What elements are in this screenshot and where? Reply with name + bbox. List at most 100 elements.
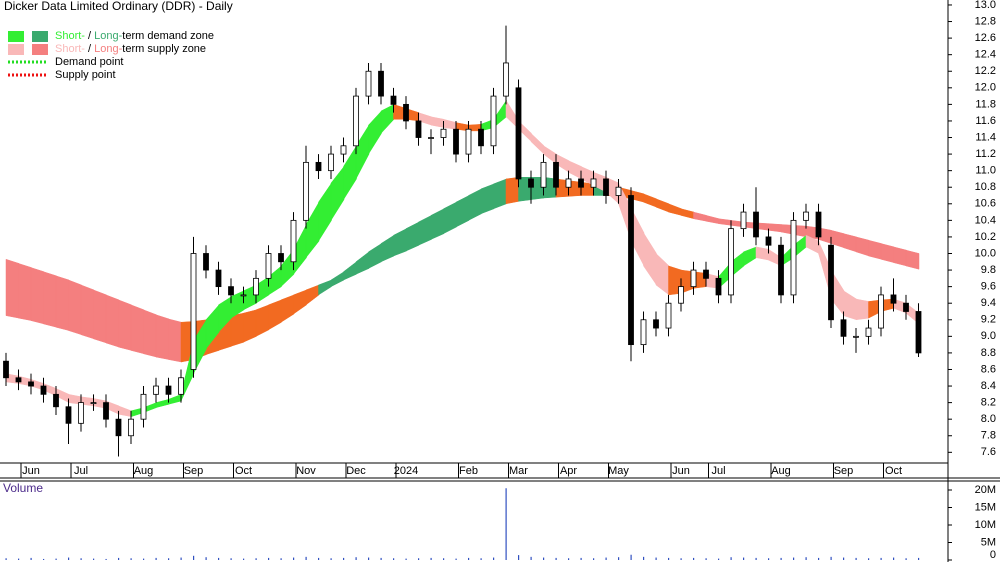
legend-label: Demand point [55,56,124,68]
zone-segment [305,201,320,259]
x-tick-label: Jul [711,465,725,477]
legend-text: Long- [94,43,122,55]
zone-segment [5,258,20,319]
volume-bar [243,558,245,560]
volume-bar [80,558,82,560]
volume-bar [393,558,395,560]
volume-bar [68,557,70,560]
candle-body [290,219,297,263]
candle-body [53,393,59,408]
candle-body [665,302,672,329]
volume-bar [355,557,357,560]
zone-segment [143,309,157,358]
volume-bar [155,557,157,560]
x-tick-label: Nov [296,465,316,477]
y-tick-label: 10.2 [975,231,996,243]
volume-bar [530,556,532,560]
candle-body [703,269,709,279]
zone-segment [368,110,382,155]
candle-body [203,253,209,271]
candle-body [540,161,547,188]
volume-bar [868,558,870,560]
volume-bar [118,557,120,560]
volume-bar [455,558,457,560]
y-tick-label: 12.2 [975,65,996,77]
candle-body [728,228,734,296]
x-tick-label: May [608,465,629,477]
volume-bar [293,557,295,560]
zone-segment [880,243,895,263]
zone-segment [293,289,307,315]
zone-segment [355,124,370,180]
zone-segment [893,246,907,267]
candle-body [653,319,659,329]
candle-body [815,211,822,238]
zone-segment [305,284,320,306]
candle-body [390,95,397,105]
volume-bar [430,557,432,560]
volume-bar [5,558,7,560]
legend-swatch [32,31,48,42]
candle-body [90,402,97,405]
x-tick-label: Aug [771,465,791,477]
volume-bar [55,558,57,560]
candle-body [65,406,72,424]
volume-bar [205,557,207,560]
y-tick-label: 8.4 [981,380,996,392]
volume-bar [655,557,657,560]
legend-text: term supply zone [122,43,206,55]
candle-body [478,128,484,147]
y-tick-label: 9.4 [981,297,996,309]
candle-body [628,195,634,346]
candle-body [740,211,747,230]
volume-bar [43,558,45,560]
volume-bar [643,556,645,560]
volume-bar [468,557,470,560]
y-tick-label: 12.4 [975,49,996,61]
x-tick-label: Mar [509,465,528,477]
volume-bar [918,557,920,560]
volume-panel [5,488,920,560]
volume-bar [818,557,820,560]
candle-body [778,244,784,296]
candle-body [453,128,459,155]
y-tick-label: 8.2 [981,397,996,409]
volume-bar [755,557,757,560]
candle-body [765,236,772,246]
volume-bar [105,558,107,560]
volume-bar [168,558,170,560]
candle-body [328,153,334,172]
candle-body [515,87,522,180]
zone-segment [218,296,232,333]
zone-segment [168,318,182,363]
volume-bar [230,558,232,560]
candle-body [415,120,422,138]
volume-bar [318,557,320,560]
candle-body [715,277,722,296]
volume-bar [368,557,370,560]
x-tick-label: Feb [459,465,478,477]
candle-body [890,294,897,304]
candle-body [340,145,347,155]
y-tick-label: 8.8 [981,347,996,359]
y-tick-label: 9.6 [981,281,996,293]
legend-text: Short- [55,43,85,55]
volume-bar [218,557,220,560]
zone-segment [43,271,57,328]
volume-bar [668,557,670,560]
y-tick-label: 12.0 [975,82,996,94]
x-tick-label: Dec [346,465,366,477]
candle-body [40,385,47,395]
volume-bar [905,558,907,560]
zone-segment [480,183,495,215]
y-tick-label: 7.6 [981,446,996,458]
candle-body [828,244,834,321]
volume-bar [330,558,332,560]
y-tick-label: 10.8 [975,181,996,193]
candle-body [603,178,609,196]
volume-bar [793,557,795,560]
volume-bar [493,557,495,560]
volume-bar [268,557,270,560]
zone-segment [768,223,782,233]
